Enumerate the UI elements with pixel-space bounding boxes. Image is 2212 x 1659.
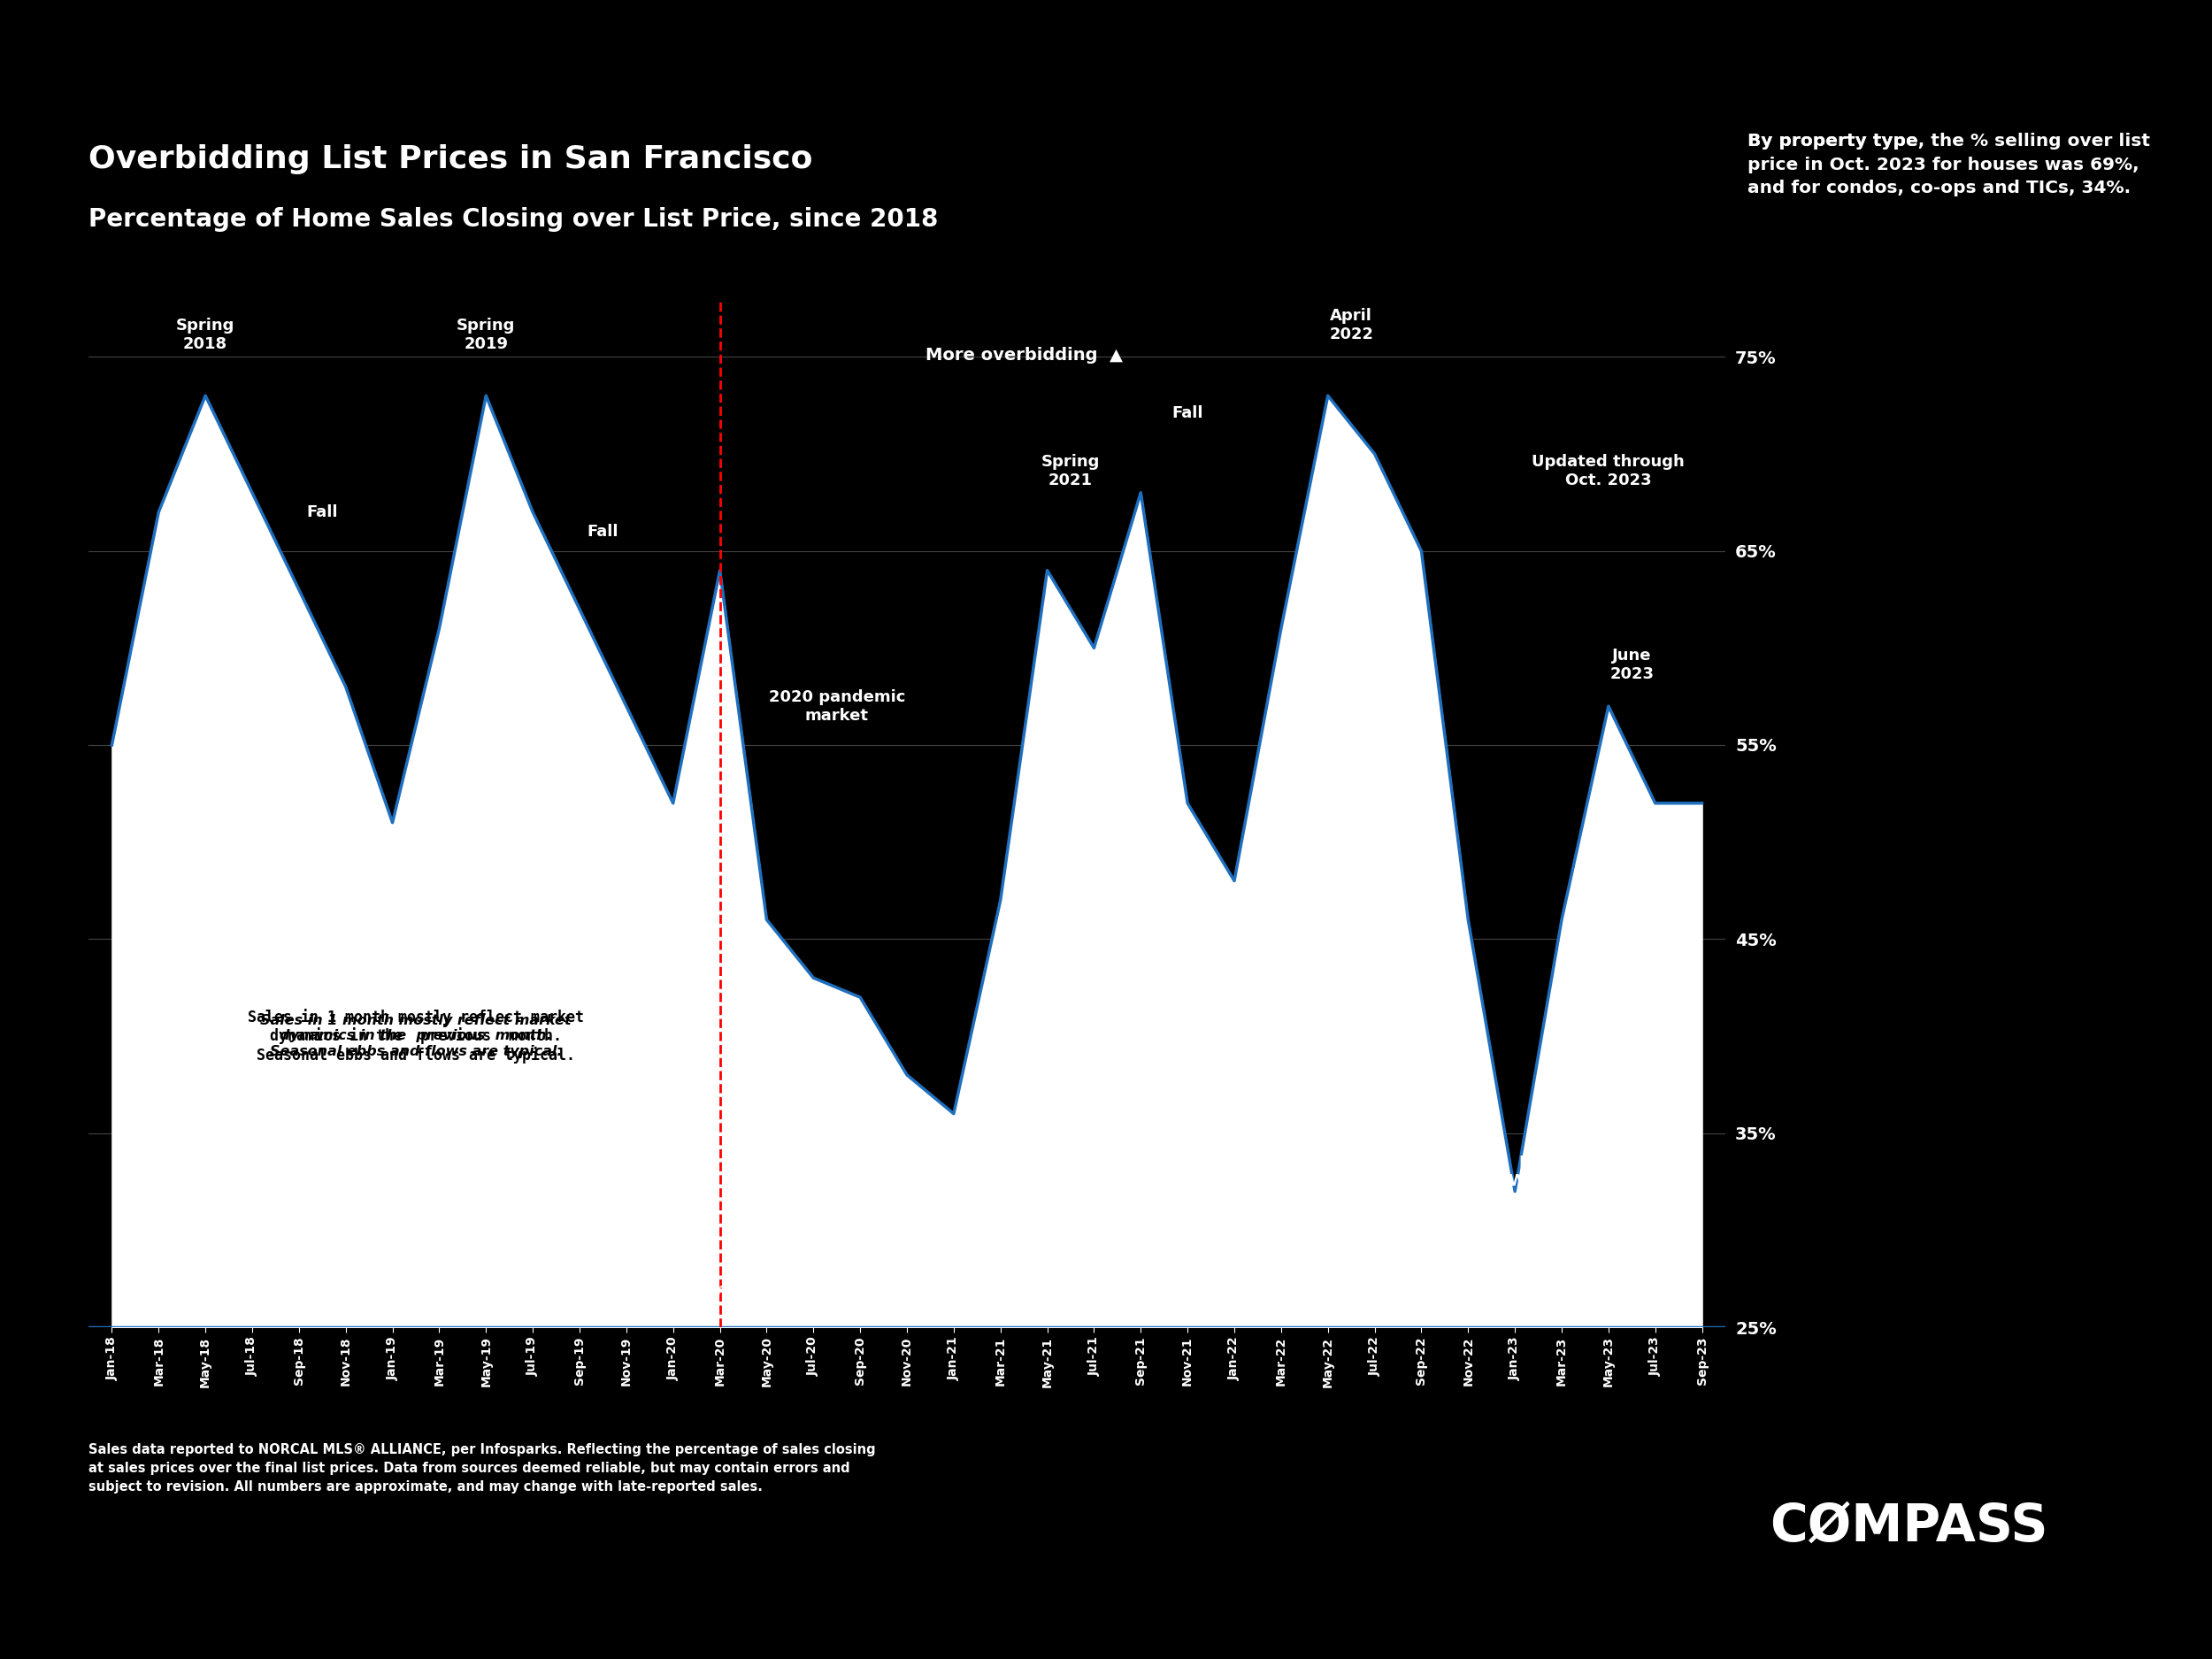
Text: Spring
2018: Spring 2018 — [177, 319, 234, 352]
Text: CØMPASS: CØMPASS — [1770, 1501, 2048, 1551]
Text: 2020 pandemic
market: 2020 pandemic market — [768, 688, 905, 723]
Text: More overbidding  ▲: More overbidding ▲ — [925, 347, 1121, 363]
Text: Pandemic hits  ▲: Pandemic hits ▲ — [655, 1282, 803, 1297]
Text: Overbidding List Prices in San Francisco: Overbidding List Prices in San Francisco — [88, 144, 812, 174]
Text: Sales in 1 month mostly reflect market
dynamics in the  previous  month.
Seasona: Sales in 1 month mostly reflect market d… — [248, 1009, 584, 1063]
Text: April
2022: April 2022 — [1329, 309, 1374, 343]
Text: Fall: Fall — [1172, 405, 1203, 421]
Text: Mid-
Winter: Mid- Winter — [1509, 1155, 1568, 1190]
Text: Fall: Fall — [586, 524, 619, 539]
Text: Sales data reported to NORCAL MLS® ALLIANCE, per Infosparks. Reflecting the perc: Sales data reported to NORCAL MLS® ALLIA… — [88, 1443, 876, 1493]
Text: By property type, the % selling over list
price in Oct. 2023 for houses was 69%,: By property type, the % selling over lis… — [1747, 133, 2150, 196]
Text: Mid-
Winter: Mid- Winter — [338, 825, 400, 859]
Text: Mid-
Winter: Mid- Winter — [1274, 864, 1334, 898]
Text: Updated through
Oct. 2023: Updated through Oct. 2023 — [1533, 455, 1686, 488]
Text: June
2023: June 2023 — [1610, 649, 1655, 682]
Text: Mid-
Winter: Mid- Winter — [947, 1126, 1006, 1160]
Text: Spring
2019: Spring 2019 — [456, 319, 515, 352]
Text: Mid-
Winter: Mid- Winter — [644, 961, 703, 995]
Text: Fall: Fall — [307, 504, 338, 519]
Text: By property type: By property type — [1747, 133, 1918, 149]
Text: Percentage of Home Sales Closing over List Price, since 2018: Percentage of Home Sales Closing over Li… — [88, 207, 938, 232]
Text: Sales in 1 month mostly reflect market
dynamics in the  previous  month.
Seasona: Sales in 1 month mostly reflect market d… — [261, 1014, 571, 1058]
Text: Spring
2021: Spring 2021 — [1042, 455, 1099, 488]
